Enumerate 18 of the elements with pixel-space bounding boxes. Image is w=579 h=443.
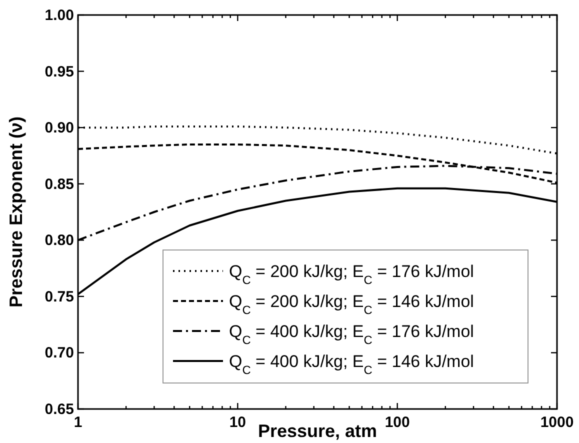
x-tick-label: 1 <box>74 414 82 431</box>
y-tick-label: 0.95 <box>44 63 74 80</box>
x-axis-title: Pressure, atm <box>258 421 378 441</box>
y-axis-title: Pressure Exponent (ν) <box>6 116 26 308</box>
legend-label: Q$_{C}$ = 400 kJ/kg; E$_{C}$ = 146 kJ/mol <box>229 352 474 377</box>
x-tick-label: 1000 <box>540 414 574 431</box>
y-tick-label: 0.65 <box>44 401 74 418</box>
y-tick-label: 0.70 <box>44 344 74 362</box>
y-tick-label: 0.85 <box>44 176 74 193</box>
x-tick-label: 10 <box>229 414 246 431</box>
x-tick-label: 100 <box>384 414 410 431</box>
legend-label: Q$_{C}$ = 400 kJ/kg; E$_{C}$ = 176 kJ/mol <box>229 322 474 347</box>
y-tick-label: 0.75 <box>44 288 74 306</box>
legend-label: Q$_{C}$ = 200 kJ/kg; E$_{C}$ = 146 kJ/mol <box>229 292 474 317</box>
y-tick-label: 0.80 <box>44 232 74 250</box>
y-tick-label: 1.00 <box>44 7 74 24</box>
legend-label: Q$_{C}$ = 200 kJ/kg; E$_{C}$ = 176 kJ/mol <box>229 262 474 287</box>
y-tick-label: 0.90 <box>44 120 74 137</box>
